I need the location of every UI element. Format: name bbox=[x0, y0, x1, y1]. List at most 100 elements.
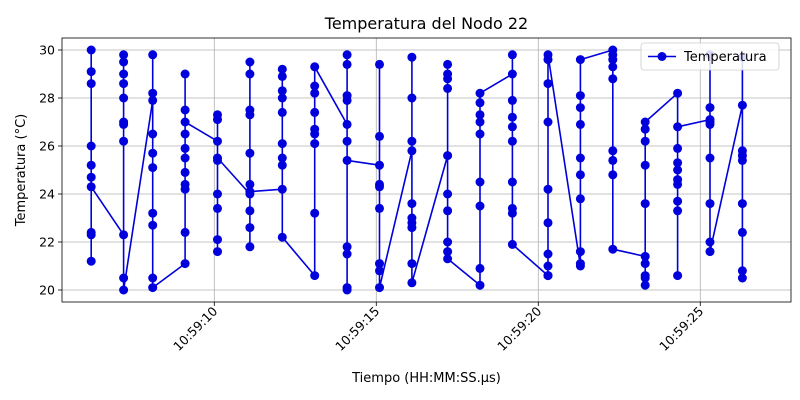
data-point bbox=[640, 160, 650, 170]
data-point bbox=[475, 177, 485, 187]
data-point bbox=[705, 199, 715, 209]
data-point bbox=[443, 83, 453, 93]
data-point bbox=[180, 143, 190, 153]
data-point bbox=[310, 88, 320, 98]
data-point bbox=[119, 69, 129, 79]
data-point bbox=[475, 98, 485, 108]
data-point bbox=[737, 155, 747, 165]
data-point bbox=[673, 196, 683, 206]
data-point bbox=[673, 88, 683, 98]
data-point bbox=[119, 136, 129, 146]
data-point bbox=[608, 170, 618, 180]
data-point bbox=[180, 117, 190, 127]
data-point bbox=[507, 177, 517, 187]
data-point bbox=[407, 199, 417, 209]
data-point bbox=[213, 247, 222, 257]
data-point bbox=[310, 271, 320, 281]
data-point bbox=[407, 259, 417, 269]
x-tick-label: 10:59:10 bbox=[170, 303, 220, 353]
data-point bbox=[475, 263, 485, 273]
data-point bbox=[575, 119, 585, 129]
data-point bbox=[148, 129, 158, 139]
data-point bbox=[245, 69, 255, 79]
data-point bbox=[507, 69, 517, 79]
data-point bbox=[245, 105, 255, 115]
data-point bbox=[86, 160, 96, 170]
data-point bbox=[705, 119, 715, 129]
data-point bbox=[705, 153, 715, 163]
data-point bbox=[277, 71, 287, 81]
y-axis-label: Temperatura (°C) bbox=[14, 114, 29, 227]
data-point bbox=[407, 52, 417, 62]
data-point bbox=[543, 271, 553, 281]
data-point bbox=[507, 50, 517, 60]
data-point bbox=[475, 117, 485, 127]
data-point bbox=[277, 153, 287, 163]
data-point bbox=[407, 278, 417, 288]
data-point bbox=[640, 251, 650, 261]
data-point bbox=[475, 88, 485, 98]
data-point bbox=[507, 239, 517, 249]
data-point bbox=[543, 261, 553, 271]
data-point bbox=[180, 69, 190, 79]
chart-title: Temperatura del Nodo 22 bbox=[324, 14, 528, 33]
data-point bbox=[277, 107, 287, 117]
data-point bbox=[475, 110, 485, 120]
data-point bbox=[213, 136, 222, 146]
data-point bbox=[245, 223, 255, 233]
data-point bbox=[310, 81, 320, 91]
data-point bbox=[245, 206, 255, 216]
data-point bbox=[310, 124, 320, 134]
data-point bbox=[245, 242, 255, 252]
data-point bbox=[180, 129, 190, 139]
data-point bbox=[342, 155, 352, 165]
data-point bbox=[86, 256, 96, 266]
data-point bbox=[407, 223, 417, 233]
data-point bbox=[119, 57, 129, 67]
data-point bbox=[640, 136, 650, 146]
data-point bbox=[673, 179, 683, 189]
plot-frame bbox=[61, 37, 792, 303]
data-point bbox=[375, 59, 384, 69]
data-point bbox=[575, 103, 585, 113]
data-point bbox=[342, 136, 352, 146]
data-point bbox=[673, 122, 683, 132]
data-point bbox=[277, 93, 287, 103]
data-point bbox=[180, 167, 190, 177]
data-point bbox=[443, 206, 453, 216]
data-point bbox=[375, 203, 384, 213]
x-axis-label: Tiempo (HH:MM:SS.µs) bbox=[351, 371, 501, 386]
data-point bbox=[673, 206, 683, 216]
data-point bbox=[407, 146, 417, 156]
x-tick-label: 10:59:15 bbox=[332, 304, 382, 354]
data-point bbox=[737, 227, 747, 237]
y-tick-label: 22 bbox=[39, 235, 55, 250]
data-point bbox=[443, 247, 453, 257]
data-point bbox=[443, 69, 453, 79]
data-point bbox=[119, 93, 129, 103]
data-point bbox=[407, 136, 417, 146]
data-point bbox=[180, 227, 190, 237]
data-point bbox=[148, 283, 158, 293]
data-point bbox=[475, 280, 485, 290]
data-point bbox=[507, 136, 517, 146]
data-point bbox=[119, 50, 129, 60]
legend-marker-swatch bbox=[657, 52, 667, 61]
data-point bbox=[148, 148, 158, 158]
data-point bbox=[86, 79, 96, 89]
data-point bbox=[673, 165, 683, 175]
data-point bbox=[507, 122, 517, 132]
legend-entry-temperatura: Temperatura bbox=[683, 50, 767, 65]
data-point bbox=[673, 158, 683, 168]
data-point bbox=[213, 153, 222, 163]
y-tick-label: 28 bbox=[39, 91, 55, 106]
data-point bbox=[608, 62, 618, 72]
data-point bbox=[640, 273, 650, 283]
data-point bbox=[443, 189, 453, 199]
data-point bbox=[86, 182, 96, 192]
data-point bbox=[375, 160, 384, 170]
data-point bbox=[180, 153, 190, 163]
data-point bbox=[575, 153, 585, 163]
data-point bbox=[443, 59, 453, 69]
